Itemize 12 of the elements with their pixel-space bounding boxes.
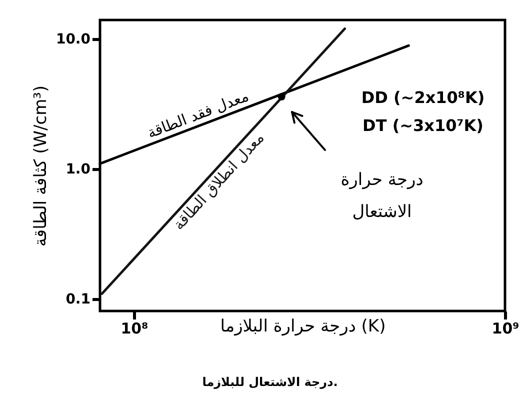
annotation: درجة حرارة الاشتعال <box>340 170 424 222</box>
annotation: DD (~2x10⁸K) <box>361 88 485 107</box>
y-tick-label: 0.1 <box>66 292 90 308</box>
x-tick-label: 10⁸ <box>120 320 148 338</box>
text: درجة الاشتعال للبلازما. <box>202 375 338 389</box>
annotation: DT (~3x10⁷K) <box>362 116 484 135</box>
y-tick-label: 1.0 <box>66 162 91 178</box>
text: معدل فقد الطاقة <box>144 86 252 142</box>
y-tick-label: 10.0 <box>56 32 91 48</box>
x-tick-label: 10⁹ <box>492 320 520 338</box>
y-axis-title: كثافة الطاقة (W/cm³) <box>30 85 51 247</box>
x-axis-title: درجة حرارة البلازما (K) <box>220 316 386 336</box>
